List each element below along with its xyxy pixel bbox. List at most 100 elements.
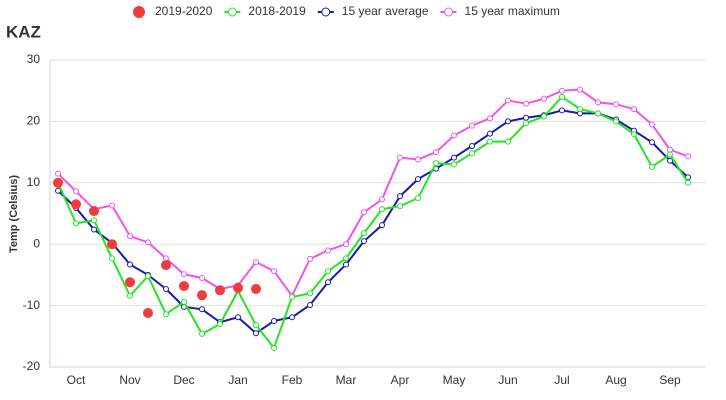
line-marker (361, 209, 367, 216)
line-marker (397, 203, 403, 210)
line-marker (667, 146, 673, 153)
x-tick-label: Sep (659, 373, 681, 387)
line-marker (199, 330, 205, 337)
legend-item: 15 year average (317, 4, 429, 18)
legend-symbol (133, 6, 145, 18)
line-marker (199, 306, 205, 313)
line-marker (685, 153, 691, 160)
line-marker (361, 230, 367, 237)
line-marker (343, 261, 349, 268)
line-marker (253, 259, 259, 266)
line-marker (649, 163, 655, 170)
line-marker (487, 138, 493, 145)
series-line (57, 95, 689, 351)
line-marker (523, 120, 529, 127)
line-marker (73, 220, 79, 227)
line-marker (127, 261, 133, 268)
line-marker (271, 268, 277, 275)
x-tick-label: Jan (228, 373, 247, 387)
line-marker (559, 87, 565, 94)
data-point (179, 280, 189, 291)
line-marker (433, 160, 439, 167)
line-marker (415, 195, 421, 202)
line-marker (415, 156, 421, 163)
line-marker (523, 100, 529, 107)
y-tick-label: 30 (27, 52, 41, 66)
line-marker (613, 101, 619, 108)
line-marker (163, 286, 169, 293)
line-marker (91, 226, 97, 233)
data-point (89, 206, 99, 217)
line-marker (667, 157, 673, 164)
line-marker (505, 97, 511, 104)
line-marker (505, 138, 511, 145)
line-marker (307, 255, 313, 262)
x-tick-label: Oct (67, 373, 86, 387)
legend-item: 2018-2019 (224, 4, 306, 18)
data-point (233, 282, 243, 293)
y-tick-label: 20 (27, 114, 41, 128)
x-tick-label: Nov (119, 373, 140, 387)
line-marker (433, 149, 439, 156)
line-marker (469, 142, 475, 149)
x-tick-label: Dec (173, 373, 194, 387)
line-marker (145, 273, 151, 280)
line-marker (109, 202, 115, 209)
line-marker (271, 317, 277, 324)
line-marker (451, 161, 457, 168)
line-marker (595, 110, 601, 117)
line-marker (73, 188, 79, 195)
line-marker (379, 222, 385, 229)
legend-symbol (227, 7, 237, 17)
line-marker (451, 132, 457, 139)
line-marker (685, 179, 691, 186)
line-marker (343, 241, 349, 248)
line-marker (325, 279, 331, 286)
line-marker (217, 321, 223, 328)
line-marker (541, 95, 547, 102)
line-marker (145, 239, 151, 246)
line-marker (253, 322, 259, 329)
line-marker (91, 217, 97, 224)
line-marker (505, 118, 511, 125)
line-marker (289, 294, 295, 301)
line-marker (469, 122, 475, 129)
line-marker (541, 113, 547, 120)
legend-item: 2019-2020 (133, 4, 213, 18)
line-marker (325, 247, 331, 254)
x-tick-label: Jul (554, 373, 569, 387)
y-tick-label: 10 (27, 175, 41, 189)
x-tick-label: May (443, 373, 466, 387)
x-tick-label: Aug (605, 373, 626, 387)
data-point (107, 239, 117, 250)
x-tick-label: Feb (282, 373, 303, 387)
x-tick-label: Apr (391, 373, 410, 387)
line-marker (289, 314, 295, 321)
y-axis-label: Temp (Celsius) (8, 175, 20, 253)
line-marker (523, 114, 529, 121)
legend-symbol (444, 7, 454, 17)
line-marker (127, 292, 133, 299)
y-tick-label: -10 (23, 298, 41, 312)
line-marker (181, 298, 187, 305)
line-marker (577, 86, 583, 93)
x-tick-label: Jun (498, 373, 517, 387)
line-marker (649, 139, 655, 146)
line-marker (631, 131, 637, 138)
data-point (71, 199, 81, 210)
line-marker (307, 301, 313, 308)
data-point (125, 277, 135, 288)
line-marker (631, 106, 637, 113)
line-marker (397, 193, 403, 200)
y-tick-label: 0 (33, 236, 40, 250)
chart-title: KAZ (6, 22, 41, 41)
line-marker (559, 93, 565, 100)
legend-label: 2018-2019 (248, 4, 306, 18)
line-marker (379, 196, 385, 203)
line-marker (559, 107, 565, 114)
line-marker (199, 274, 205, 281)
line-marker (487, 115, 493, 122)
line-marker (379, 206, 385, 213)
y-tick-label: -20 (23, 359, 41, 373)
